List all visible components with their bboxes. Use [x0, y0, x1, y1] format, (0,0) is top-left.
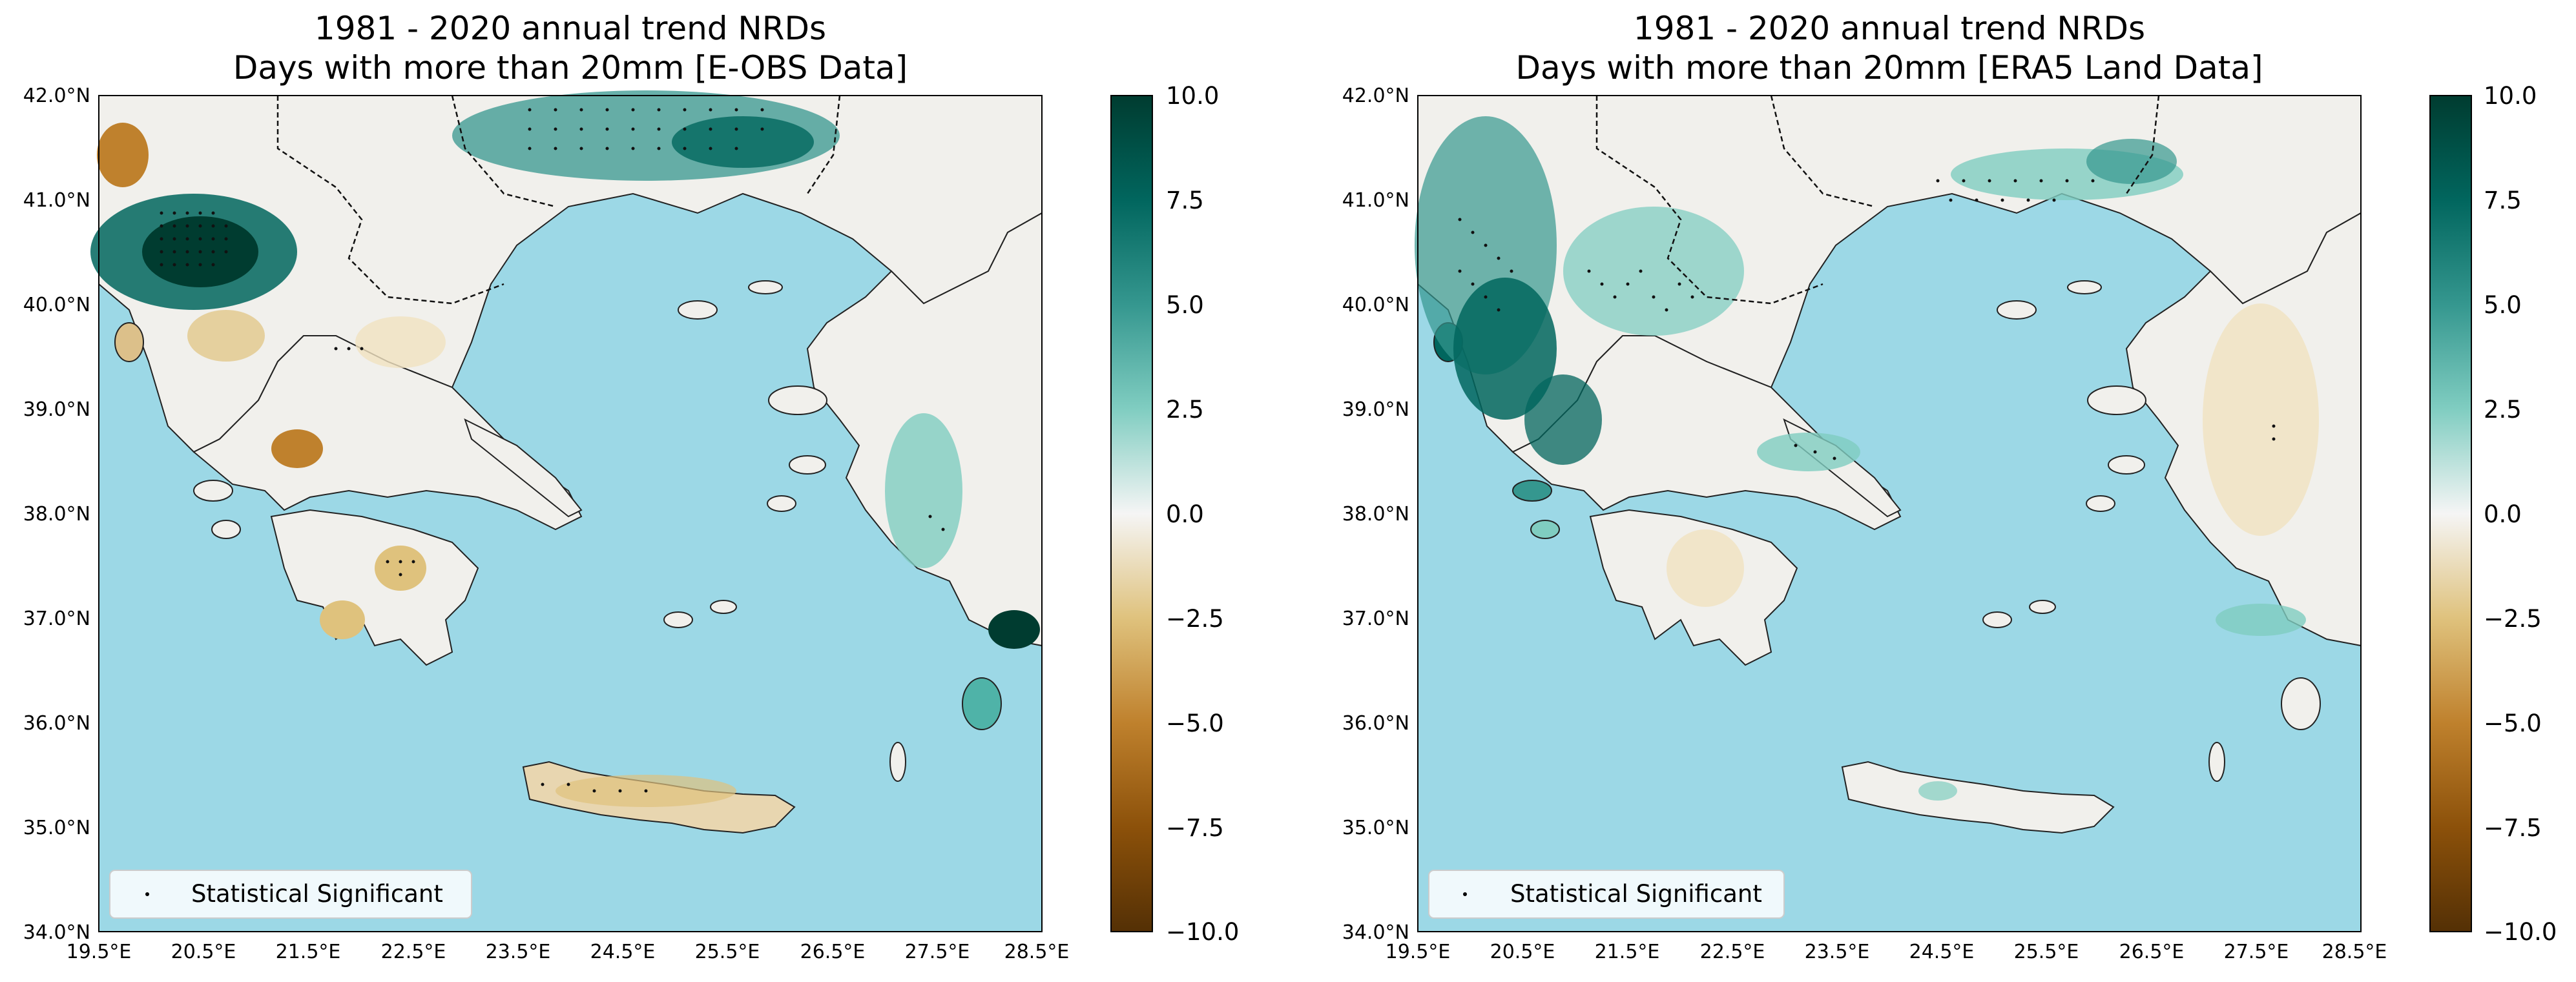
right-legend-label: Statistical Significant — [1510, 880, 1762, 908]
left-significance-dots — [160, 108, 945, 793]
right-cbar-tick: 2.5 — [2484, 396, 2522, 424]
right-ytick: 42.0°N — [1342, 85, 1409, 107]
right-cbar-tick: −10.0 — [2484, 918, 2557, 946]
right-xtick: 24.5°E — [1909, 941, 1975, 963]
right-xtick: 21.5°E — [1595, 941, 1660, 963]
right-map — [1415, 95, 2362, 932]
left-legend-label: Statistical Significant — [191, 880, 443, 908]
right-axes-frame — [1417, 95, 2362, 932]
left-ytick: 41.0°N — [23, 189, 90, 212]
left-ytick: 34.0°N — [23, 921, 90, 944]
left-xtick: 22.5°E — [381, 941, 446, 963]
right-xtick: 20.5°E — [1490, 941, 1555, 963]
left-cbar-tick: −2.5 — [1166, 605, 1224, 633]
right-cbar-tick: 7.5 — [2484, 187, 2522, 214]
right-y-axis: 42.0°N 41.0°N 40.0°N 39.0°N 38.0°N 37.0°… — [1342, 85, 1409, 944]
right-trend-patches — [1415, 116, 2319, 801]
left-title-line1: 1981 - 2020 annual trend NRDs — [315, 10, 826, 47]
right-cbar-tick: −7.5 — [2484, 814, 2542, 842]
left-legend-box — [109, 870, 472, 919]
left-xtick: 23.5°E — [486, 941, 551, 963]
left-ytick: 36.0°N — [23, 712, 90, 735]
left-ytick: 35.0°N — [23, 817, 90, 839]
right-xtick: 27.5°E — [2224, 941, 2289, 963]
left-ytick: 37.0°N — [23, 608, 90, 630]
right-title-line2: Days with more than 20mm [ERA5 Land Data… — [1516, 49, 2263, 87]
left-legend-marker — [145, 892, 149, 896]
left-cbar-tick: 10.0 — [1166, 82, 1219, 110]
left-xtick: 25.5°E — [695, 941, 760, 963]
right-land-crete — [1841, 761, 2115, 834]
right-ytick: 40.0°N — [1342, 294, 1409, 316]
right-xtick: 23.5°E — [1805, 941, 1870, 963]
right-ytick: 36.0°N — [1342, 712, 1409, 735]
left-cbar-tick: 7.5 — [1166, 187, 1204, 214]
left-y-axis: 42.0°N 41.0°N 40.0°N 39.0°N 38.0°N 37.0°… — [23, 85, 90, 944]
left-land-mainland — [192, 335, 583, 531]
left-islands — [114, 280, 1002, 782]
left-title-line2: Days with more than 20mm [E-OBS Data] — [233, 49, 908, 87]
left-xtick: 28.5°E — [1004, 941, 1070, 963]
left-axes-frame — [98, 95, 1043, 932]
left-xtick: 26.5°E — [800, 941, 866, 963]
right-colorbar-ticks: 10.0 7.5 5.0 2.5 0.0 −2.5 −5.0 −7.5 −10.… — [2484, 82, 2557, 946]
right-cbar-tick: 10.0 — [2484, 82, 2537, 110]
left-cbar-tick: −7.5 — [1166, 814, 1224, 842]
left-colorbar: 10.0 7.5 5.0 2.5 0.0 −2.5 −5.0 −7.5 −10.… — [1110, 82, 1239, 946]
left-cbar-tick: 5.0 — [1166, 291, 1204, 319]
right-xtick: 28.5°E — [2322, 941, 2387, 963]
right-land-mainland — [1511, 335, 1902, 531]
right-cbar-tick: −5.0 — [2484, 710, 2542, 737]
left-xtick: 24.5°E — [590, 941, 656, 963]
left-cbar-tick: −10.0 — [1166, 918, 1239, 946]
right-significance-dots — [1458, 179, 2276, 460]
right-legend-box — [1428, 870, 1785, 919]
right-colorbar-bar — [2429, 95, 2472, 932]
right-xtick: 19.5°E — [1386, 941, 1451, 963]
right-borders — [1595, 95, 2160, 305]
right-xtick: 25.5°E — [2014, 941, 2079, 963]
left-xtick: 21.5°E — [276, 941, 341, 963]
left-cbar-tick: −5.0 — [1166, 710, 1224, 737]
left-legend: Statistical Significant — [109, 870, 472, 919]
right-xtick: 22.5°E — [1700, 941, 1765, 963]
left-ytick: 40.0°N — [23, 294, 90, 316]
left-ytick: 39.0°N — [23, 398, 90, 421]
right-cbar-tick: 5.0 — [2484, 291, 2522, 319]
left-map — [90, 90, 1043, 932]
left-ytick: 42.0°N — [23, 85, 90, 107]
right-legend-marker — [1463, 892, 1467, 896]
right-ytick: 38.0°N — [1342, 503, 1409, 526]
right-cbar-tick: −2.5 — [2484, 605, 2542, 633]
right-ytick: 37.0°N — [1342, 608, 1409, 630]
left-land-peloponnese — [270, 509, 479, 666]
left-xtick: 19.5°E — [67, 941, 132, 963]
left-xtick: 27.5°E — [905, 941, 970, 963]
right-ytick: 35.0°N — [1342, 817, 1409, 839]
left-x-axis: 19.5°E 20.5°E 21.5°E 22.5°E 23.5°E 24.5°… — [67, 941, 1070, 963]
right-title-line1: 1981 - 2020 annual trend NRDs — [1634, 10, 2145, 47]
right-xtick: 26.5°E — [2119, 941, 2185, 963]
right-x-axis: 19.5°E 20.5°E 21.5°E 22.5°E 23.5°E 24.5°… — [1386, 941, 2387, 963]
right-ytick: 41.0°N — [1342, 189, 1409, 212]
right-ytick: 39.0°N — [1342, 398, 1409, 421]
right-islands — [1433, 280, 2321, 782]
right-ytick: 34.0°N — [1342, 921, 1409, 944]
panel-right: 1981 - 2020 annual trend NRDs Days with … — [1342, 10, 2557, 963]
left-colorbar-bar — [1110, 95, 1153, 932]
right-colorbar: 10.0 7.5 5.0 2.5 0.0 −2.5 −5.0 −7.5 −10.… — [2429, 82, 2557, 946]
left-xtick: 20.5°E — [171, 941, 236, 963]
right-cbar-tick: 0.0 — [2484, 500, 2522, 528]
left-colorbar-ticks: 10.0 7.5 5.0 2.5 0.0 −2.5 −5.0 −7.5 −10.… — [1166, 82, 1239, 946]
left-cbar-tick: 2.5 — [1166, 396, 1204, 424]
left-land-euboea — [464, 418, 583, 518]
left-ytick: 38.0°N — [23, 503, 90, 526]
left-borders — [276, 95, 841, 305]
left-cbar-tick: 0.0 — [1166, 500, 1204, 528]
panel-left: 1981 - 2020 annual trend NRDs Days with … — [23, 10, 1240, 963]
right-legend: Statistical Significant — [1428, 870, 1785, 919]
